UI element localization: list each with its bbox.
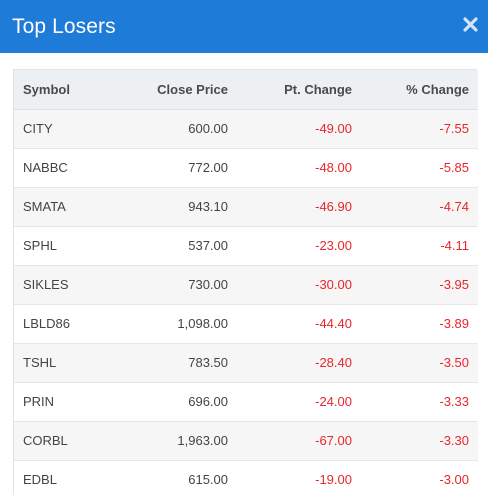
pt-change-cell: -67.00 [228,421,352,461]
losers-table-container: Symbol Close Price Pt. Change % Change C… [13,69,478,495]
column-header-close-price[interactable]: Close Price [124,70,228,110]
pt-change-cell: -44.40 [228,304,352,344]
close-icon[interactable] [462,16,479,33]
pct-change-cell: -3.30 [352,421,478,461]
pt-change-cell: -23.00 [228,226,352,266]
table-row[interactable]: SIKLES 730.00 -30.00 -3.95 [14,265,478,305]
close-price-cell: 1,963.00 [124,421,228,461]
pt-change-cell: -46.90 [228,187,352,227]
table-row[interactable]: PRIN 696.00 -24.00 -3.33 [14,382,478,422]
table-row[interactable]: EDBL 615.00 -19.00 -3.00 [14,460,478,495]
symbol-cell: CITY [14,109,124,149]
table-row[interactable]: LBLD86 1,098.00 -44.40 -3.89 [14,304,478,344]
close-price-cell: 783.50 [124,343,228,383]
table-row[interactable]: SPHL 537.00 -23.00 -4.11 [14,226,478,266]
pct-change-cell: -5.85 [352,148,478,188]
pt-change-cell: -30.00 [228,265,352,305]
pt-change-cell: -49.00 [228,109,352,149]
symbol-cell: TSHL [14,343,124,383]
pct-change-cell: -3.89 [352,304,478,344]
close-price-cell: 600.00 [124,109,228,149]
close-price-cell: 730.00 [124,265,228,305]
table-row[interactable]: CORBL 1,963.00 -67.00 -3.30 [14,421,478,461]
symbol-cell: NABBC [14,148,124,188]
close-price-cell: 1,098.00 [124,304,228,344]
symbol-cell: PRIN [14,382,124,422]
column-header-pt-change[interactable]: Pt. Change [228,70,352,110]
close-price-cell: 696.00 [124,382,228,422]
pct-change-cell: -3.33 [352,382,478,422]
symbol-cell: SMATA [14,187,124,227]
symbol-cell: SIKLES [14,265,124,305]
pct-change-cell: -4.11 [352,226,478,266]
close-price-cell: 537.00 [124,226,228,266]
modal-header: Top Losers [0,0,488,53]
pct-change-cell: -3.95 [352,265,478,305]
pct-change-cell: -7.55 [352,109,478,149]
column-header-symbol[interactable]: Symbol [14,70,124,110]
pct-change-cell: -3.00 [352,460,478,495]
close-price-cell: 615.00 [124,460,228,495]
table-row[interactable]: CITY 600.00 -49.00 -7.55 [14,109,478,149]
pt-change-cell: -28.40 [228,343,352,383]
pct-change-cell: -3.50 [352,343,478,383]
table-row[interactable]: NABBC 772.00 -48.00 -5.85 [14,148,478,188]
symbol-cell: SPHL [14,226,124,266]
pt-change-cell: -19.00 [228,460,352,495]
symbol-cell: LBLD86 [14,304,124,344]
table-row[interactable]: SMATA 943.10 -46.90 -4.74 [14,187,478,227]
close-price-cell: 772.00 [124,148,228,188]
pt-change-cell: -24.00 [228,382,352,422]
table-header-row: Symbol Close Price Pt. Change % Change [14,70,478,110]
column-header-pct-change[interactable]: % Change [352,70,478,110]
pct-change-cell: -4.74 [352,187,478,227]
pt-change-cell: -48.00 [228,148,352,188]
losers-table: Symbol Close Price Pt. Change % Change C… [14,70,478,495]
close-price-cell: 943.10 [124,187,228,227]
symbol-cell: EDBL [14,460,124,495]
modal-title: Top Losers [12,14,116,38]
symbol-cell: CORBL [14,421,124,461]
table-row[interactable]: TSHL 783.50 -28.40 -3.50 [14,343,478,383]
